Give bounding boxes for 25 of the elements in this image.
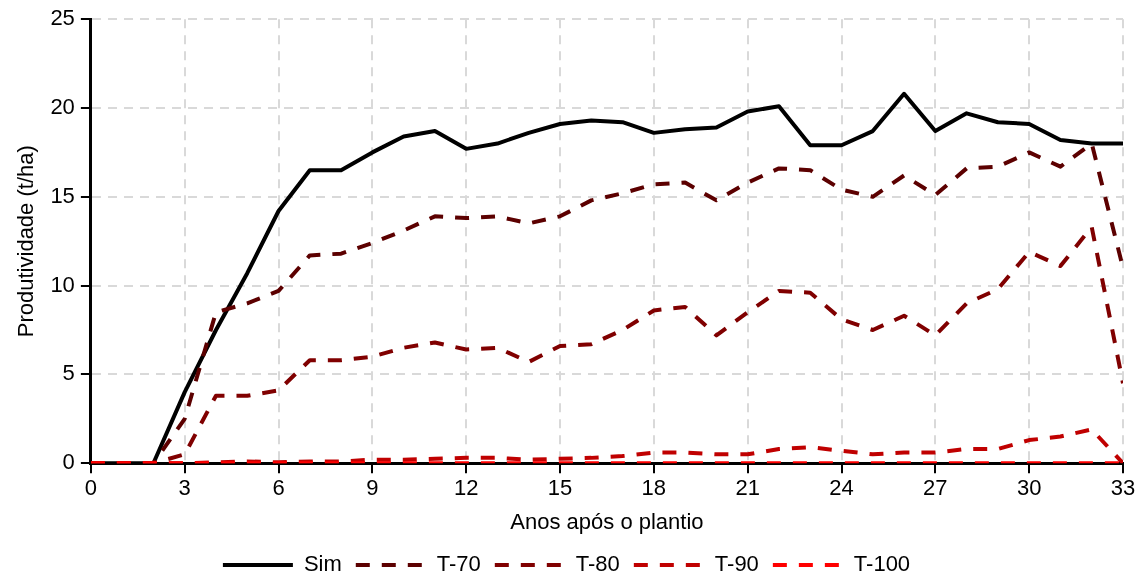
x-axis-title: Anos após o plantio <box>510 508 704 534</box>
y-tick-label: 25 <box>50 5 75 31</box>
x-tick-label: 0 <box>84 475 97 501</box>
x-tick-label: 12 <box>453 475 479 501</box>
x-tick-label: 24 <box>829 475 854 501</box>
x-tick-label: 30 <box>1016 475 1042 501</box>
y-tick-label: 10 <box>50 271 75 297</box>
x-tick-label: 18 <box>641 475 667 501</box>
legend-label: T-70 <box>436 551 481 577</box>
x-tick-label: 21 <box>735 475 760 501</box>
x-tick-label: 9 <box>366 475 379 501</box>
y-tick-label: 20 <box>50 94 75 120</box>
legend-label: T-90 <box>714 551 759 577</box>
x-tick-label: 3 <box>178 475 191 501</box>
y-tick-label: 5 <box>62 360 75 386</box>
x-tick-label: 27 <box>923 475 948 501</box>
x-tick-label: 15 <box>547 475 573 501</box>
legend-label: T-80 <box>575 551 620 577</box>
y-tick-label: 0 <box>62 449 75 475</box>
y-axis-title: Produtividade (t/ha) <box>13 145 39 338</box>
legend-label: Sim <box>303 551 342 577</box>
y-tick-label: 15 <box>50 182 75 208</box>
x-tick-label: 6 <box>272 475 285 501</box>
x-tick-label: 33 <box>1110 475 1136 501</box>
legend-label: T-100 <box>853 551 911 577</box>
